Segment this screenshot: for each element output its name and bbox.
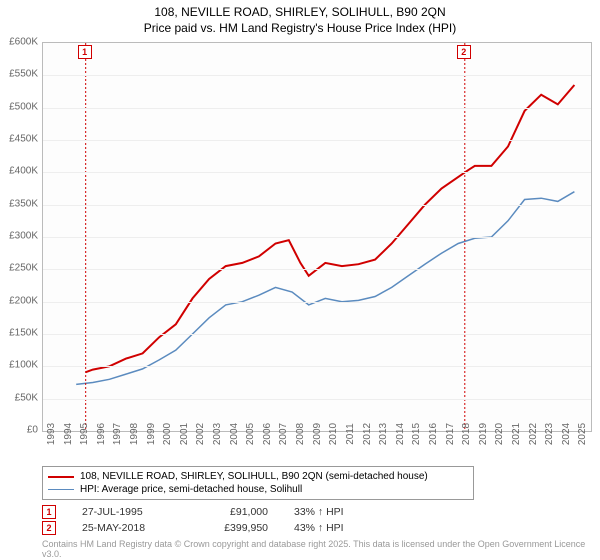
legend-swatch <box>48 476 74 478</box>
series-hpi <box>76 192 574 385</box>
xtick-label: 2020 <box>494 423 505 445</box>
xtick-label: 2025 <box>577 423 588 445</box>
gridline-h <box>43 237 591 238</box>
xtick-label: 2000 <box>162 423 173 445</box>
gridline-h <box>43 366 591 367</box>
gridline-h <box>43 302 591 303</box>
ytick-label: £450K <box>0 134 38 145</box>
xtick-label: 1997 <box>112 423 123 445</box>
ytick-label: £200K <box>0 295 38 306</box>
legend-swatch <box>48 489 74 490</box>
xtick-label: 2018 <box>461 423 472 445</box>
ytick-label: £500K <box>0 101 38 112</box>
ytick-label: £150K <box>0 328 38 339</box>
gridline-h <box>43 75 591 76</box>
chart-container: 108, NEVILLE ROAD, SHIRLEY, SOLIHULL, B9… <box>0 0 600 560</box>
xtick-label: 2003 <box>212 423 223 445</box>
xtick-label: 2001 <box>179 423 190 445</box>
transaction-pct: 43% ↑ HPI <box>294 522 374 534</box>
title-line2: Price paid vs. HM Land Registry's House … <box>0 20 600 36</box>
marker-box: 2 <box>457 45 471 59</box>
gridline-h <box>43 140 591 141</box>
xtick-label: 2014 <box>395 423 406 445</box>
xtick-label: 2022 <box>528 423 539 445</box>
chart-title: 108, NEVILLE ROAD, SHIRLEY, SOLIHULL, B9… <box>0 0 600 36</box>
transaction-row: 2 25-MAY-2018 £399,950 43% ↑ HPI <box>42 520 374 536</box>
legend-row: 108, NEVILLE ROAD, SHIRLEY, SOLIHULL, B9… <box>48 470 468 483</box>
transaction-price: £399,950 <box>198 522 268 534</box>
transaction-price: £91,000 <box>198 506 268 518</box>
legend-label: HPI: Average price, semi-detached house,… <box>80 484 302 495</box>
transaction-marker: 2 <box>42 521 56 535</box>
xtick-label: 2008 <box>295 423 306 445</box>
gridline-h <box>43 108 591 109</box>
ytick-label: £550K <box>0 69 38 80</box>
gridline-h <box>43 399 591 400</box>
attribution-text: Contains HM Land Registry data © Crown c… <box>42 540 600 560</box>
xtick-label: 1998 <box>129 423 140 445</box>
xtick-label: 2002 <box>195 423 206 445</box>
transaction-date: 27-JUL-1995 <box>82 506 172 518</box>
gridline-h <box>43 269 591 270</box>
gridline-h <box>43 334 591 335</box>
xtick-label: 2007 <box>278 423 289 445</box>
plot-area <box>42 42 592 432</box>
transaction-marker: 1 <box>42 505 56 519</box>
transaction-date: 25-MAY-2018 <box>82 522 172 534</box>
xtick-label: 2016 <box>428 423 439 445</box>
xtick-label: 2005 <box>245 423 256 445</box>
xtick-label: 2021 <box>511 423 522 445</box>
xtick-label: 2017 <box>445 423 456 445</box>
xtick-label: 1994 <box>63 423 74 445</box>
xtick-label: 2010 <box>328 423 339 445</box>
ytick-label: £0 <box>0 425 38 436</box>
xtick-label: 2011 <box>345 423 356 445</box>
xtick-label: 1999 <box>146 423 157 445</box>
xtick-label: 1995 <box>79 423 90 445</box>
ytick-label: £350K <box>0 198 38 209</box>
ytick-label: £50K <box>0 392 38 403</box>
xtick-label: 2019 <box>478 423 489 445</box>
title-line1: 108, NEVILLE ROAD, SHIRLEY, SOLIHULL, B9… <box>0 4 600 20</box>
ytick-label: £400K <box>0 166 38 177</box>
gridline-h <box>43 205 591 206</box>
ytick-label: £600K <box>0 37 38 48</box>
legend: 108, NEVILLE ROAD, SHIRLEY, SOLIHULL, B9… <box>42 466 474 500</box>
xtick-label: 2015 <box>411 423 422 445</box>
series-price_paid <box>86 85 575 372</box>
gridline-h <box>43 172 591 173</box>
legend-row: HPI: Average price, semi-detached house,… <box>48 483 468 496</box>
xtick-label: 2012 <box>362 423 373 445</box>
xtick-label: 2004 <box>229 423 240 445</box>
ytick-label: £250K <box>0 263 38 274</box>
xtick-label: 1996 <box>96 423 107 445</box>
transactions-table: 1 27-JUL-1995 £91,000 33% ↑ HPI 2 25-MAY-2018… <box>42 504 374 536</box>
xtick-label: 2023 <box>544 423 555 445</box>
xtick-label: 2013 <box>378 423 389 445</box>
transaction-pct: 33% ↑ HPI <box>294 506 374 518</box>
legend-label: 108, NEVILLE ROAD, SHIRLEY, SOLIHULL, B9… <box>80 471 428 482</box>
xtick-label: 1993 <box>46 423 57 445</box>
xtick-label: 2024 <box>561 423 572 445</box>
ytick-label: £100K <box>0 360 38 371</box>
xtick-label: 2009 <box>312 423 323 445</box>
transaction-row: 1 27-JUL-1995 £91,000 33% ↑ HPI <box>42 504 374 520</box>
ytick-label: £300K <box>0 231 38 242</box>
xtick-label: 2006 <box>262 423 273 445</box>
marker-box: 1 <box>78 45 92 59</box>
